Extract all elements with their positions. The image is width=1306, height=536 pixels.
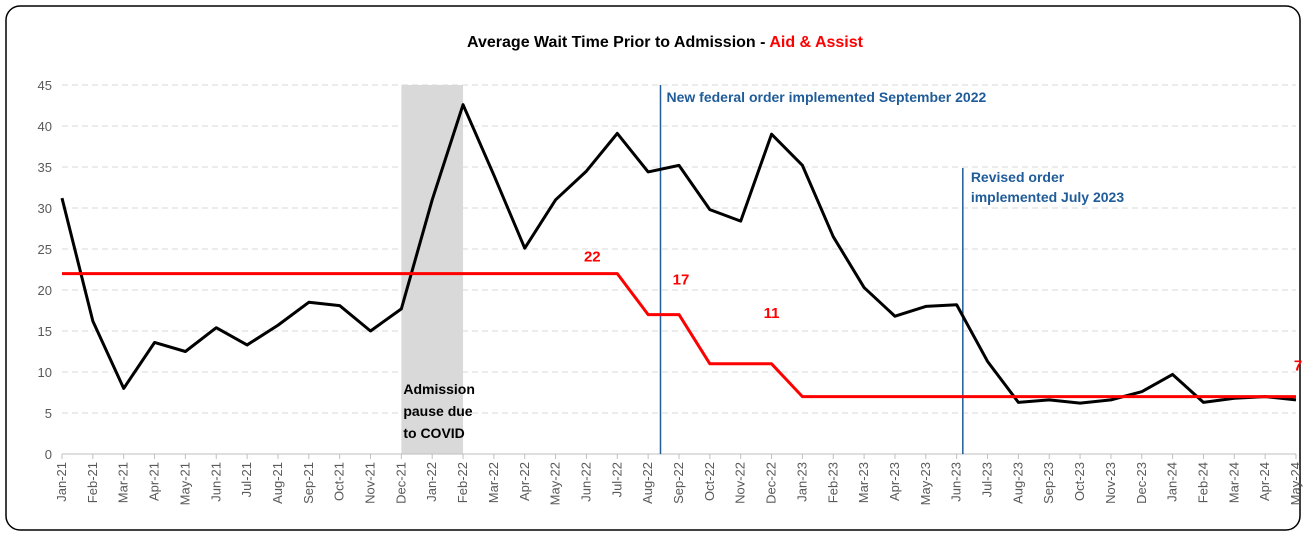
x-tick-label: Jan-23 bbox=[794, 462, 809, 502]
annotation: to COVID bbox=[403, 425, 464, 441]
y-tick-label: 5 bbox=[45, 406, 52, 421]
covid-shade bbox=[401, 85, 464, 454]
data-label: 7 bbox=[1294, 358, 1302, 375]
x-tick-label: Jan-21 bbox=[54, 462, 69, 502]
annotation: pause due bbox=[403, 403, 472, 419]
chart-title: Average Wait Time Prior to Admission - A… bbox=[467, 34, 864, 51]
x-tick-label: Jan-24 bbox=[1165, 462, 1180, 502]
x-tick-label: Jan-22 bbox=[424, 462, 439, 502]
x-tick-label: Apr-23 bbox=[887, 462, 902, 501]
x-tick-label: Aug-22 bbox=[640, 462, 655, 504]
x-tick-label: Dec-22 bbox=[764, 462, 779, 504]
x-tick-label: Feb-21 bbox=[85, 462, 100, 503]
y-tick-label: 0 bbox=[45, 447, 52, 462]
x-tick-label: Feb-24 bbox=[1195, 462, 1210, 503]
x-tick-label: Mar-24 bbox=[1226, 462, 1241, 503]
x-tick-label: Jun-22 bbox=[578, 462, 593, 502]
x-tick-label: Apr-24 bbox=[1257, 462, 1272, 501]
x-tick-label: Dec-21 bbox=[393, 462, 408, 504]
annotation: implemented July 2023 bbox=[971, 189, 1125, 205]
x-tick-label: May-23 bbox=[918, 462, 933, 505]
x-tick-label: Mar-22 bbox=[486, 462, 501, 503]
x-tick-label: Oct-21 bbox=[332, 462, 347, 501]
x-tick-label: Nov-23 bbox=[1103, 462, 1118, 504]
title-main: Average Wait Time Prior to Admission - bbox=[467, 34, 769, 51]
x-tick-label: Sep-21 bbox=[301, 462, 316, 504]
x-tick-label: Mar-21 bbox=[116, 462, 131, 503]
y-tick-label: 25 bbox=[38, 242, 52, 257]
x-tick-label: Nov-22 bbox=[733, 462, 748, 504]
x-tick-label: Apr-22 bbox=[517, 462, 532, 501]
x-tick-label: Jul-21 bbox=[239, 462, 254, 497]
y-tick-label: 20 bbox=[38, 283, 52, 298]
x-tick-label: Jul-22 bbox=[609, 462, 624, 497]
x-tick-label: May-22 bbox=[548, 462, 563, 505]
x-tick-label: Sep-22 bbox=[671, 462, 686, 504]
x-tick-label: Oct-23 bbox=[1072, 462, 1087, 501]
x-tick-label: Jul-23 bbox=[980, 462, 995, 497]
chart-frame bbox=[5, 5, 1301, 531]
series-line bbox=[60, 103, 1297, 405]
y-tick-label: 35 bbox=[38, 160, 52, 175]
x-tick-label: Dec-23 bbox=[1134, 462, 1149, 504]
data-label: 22 bbox=[584, 249, 601, 266]
x-tick-label: Oct-22 bbox=[702, 462, 717, 501]
x-tick-label: Feb-23 bbox=[825, 462, 840, 503]
x-tick-label: Feb-22 bbox=[455, 462, 470, 503]
annotation: Admission bbox=[403, 381, 475, 397]
x-tick-label: Aug-21 bbox=[270, 462, 285, 504]
title-highlight: Aid & Assist bbox=[769, 34, 863, 51]
y-tick-label: 45 bbox=[38, 78, 52, 93]
annotation: New federal order implemented September … bbox=[666, 89, 986, 105]
y-tick-label: 15 bbox=[38, 324, 52, 339]
x-tick-label: May-21 bbox=[177, 462, 192, 505]
series-line bbox=[62, 272, 1296, 399]
data-label: 17 bbox=[673, 272, 690, 289]
y-tick-label: 10 bbox=[38, 365, 52, 380]
y-tick-label: 40 bbox=[38, 119, 52, 134]
x-tick-label: Sep-23 bbox=[1041, 462, 1056, 504]
x-tick-label: Apr-21 bbox=[147, 462, 162, 501]
data-label: 11 bbox=[764, 305, 780, 322]
annotation: Revised order bbox=[971, 169, 1065, 185]
x-tick-label: Nov-21 bbox=[363, 462, 378, 504]
x-tick-label: Aug-23 bbox=[1010, 462, 1025, 504]
x-tick-label: Mar-23 bbox=[856, 462, 871, 503]
x-tick-label: Jun-21 bbox=[208, 462, 223, 502]
x-tick-label: May-24 bbox=[1288, 462, 1303, 505]
y-tick-label: 30 bbox=[38, 201, 52, 216]
x-tick-label: Jun-23 bbox=[949, 462, 964, 502]
